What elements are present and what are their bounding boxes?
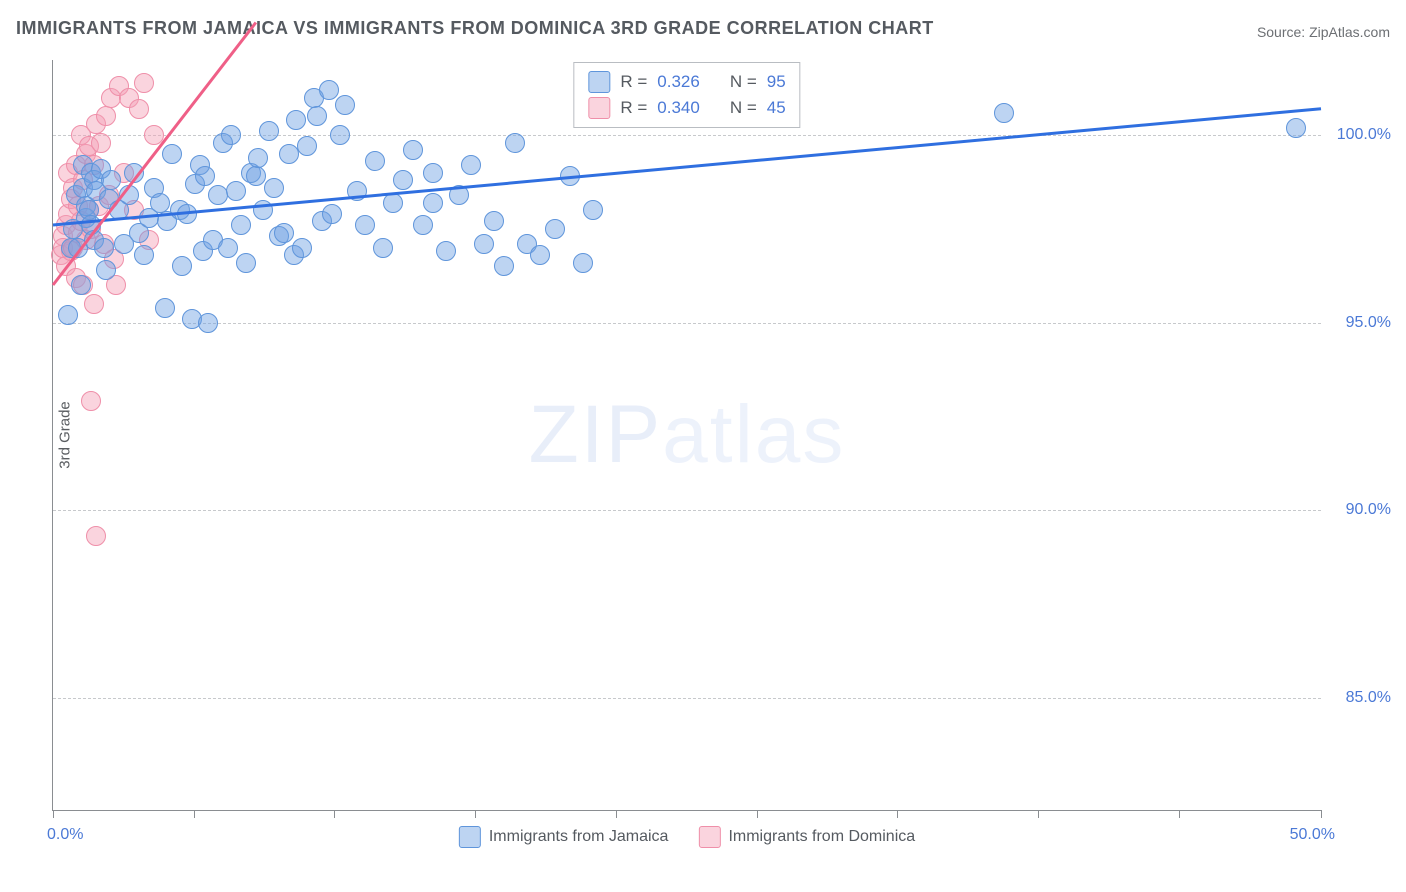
r-value-dominica: 0.340 bbox=[657, 98, 700, 118]
chart-title: IMMIGRANTS FROM JAMAICA VS IMMIGRANTS FR… bbox=[16, 18, 934, 39]
legend-item-jamaica: Immigrants from Jamaica bbox=[459, 826, 669, 848]
x-tick bbox=[757, 810, 758, 818]
n-label: N = bbox=[730, 72, 757, 92]
plot-area: 3rd Grade 85.0%90.0%95.0%100.0% ZIPatlas… bbox=[52, 60, 1321, 811]
x-tick bbox=[334, 810, 335, 818]
y-tick-label: 90.0% bbox=[1346, 501, 1391, 519]
y-tick-label: 85.0% bbox=[1346, 689, 1391, 707]
source-attribution: Source: ZipAtlas.com bbox=[1257, 24, 1390, 40]
y-tick-label: 95.0% bbox=[1346, 314, 1391, 332]
swatch-dominica-icon bbox=[698, 826, 720, 848]
swatch-dominica-icon bbox=[588, 97, 610, 119]
stats-row-jamaica: R = 0.326 N = 95 bbox=[588, 69, 785, 95]
stats-legend: R = 0.326 N = 95 R = 0.340 N = 45 bbox=[573, 62, 800, 128]
x-tick-label: 0.0% bbox=[47, 826, 83, 844]
x-tick bbox=[1038, 810, 1039, 818]
x-tick bbox=[1179, 810, 1180, 818]
x-tick bbox=[194, 810, 195, 818]
x-tick-label: 50.0% bbox=[1290, 826, 1335, 844]
trend-lines-layer bbox=[53, 60, 1321, 810]
x-tick bbox=[897, 810, 898, 818]
stats-row-dominica: R = 0.340 N = 45 bbox=[588, 95, 785, 121]
n-value-dominica: 45 bbox=[767, 98, 786, 118]
x-tick bbox=[616, 810, 617, 818]
y-tick-label: 100.0% bbox=[1337, 126, 1391, 144]
series-legend: Immigrants from Jamaica Immigrants from … bbox=[459, 826, 915, 848]
n-value-jamaica: 95 bbox=[767, 72, 786, 92]
legend-label-jamaica: Immigrants from Jamaica bbox=[489, 828, 669, 846]
swatch-jamaica-icon bbox=[459, 826, 481, 848]
x-tick bbox=[1321, 810, 1322, 818]
legend-label-dominica: Immigrants from Dominica bbox=[728, 828, 915, 846]
trend-line-dominica bbox=[53, 23, 256, 286]
legend-item-dominica: Immigrants from Dominica bbox=[698, 826, 915, 848]
r-label: R = bbox=[620, 98, 647, 118]
n-label: N = bbox=[730, 98, 757, 118]
x-tick bbox=[475, 810, 476, 818]
swatch-jamaica-icon bbox=[588, 71, 610, 93]
r-value-jamaica: 0.326 bbox=[657, 72, 700, 92]
r-label: R = bbox=[620, 72, 647, 92]
x-tick bbox=[53, 810, 54, 818]
